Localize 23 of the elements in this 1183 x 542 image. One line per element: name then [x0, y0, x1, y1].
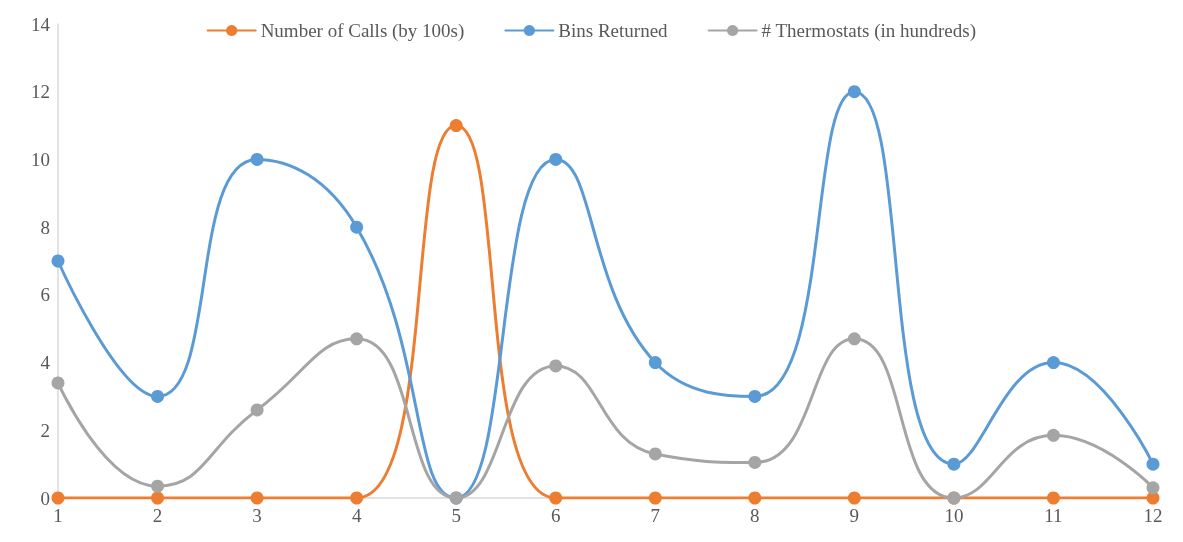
y-tick-label: 0	[40, 487, 50, 509]
y-tick-label: 2	[40, 419, 50, 441]
legend-label: # Thermostats (in hundreds)	[761, 20, 977, 42]
x-tick-label: 7	[650, 505, 661, 526]
x-tick-label: 4	[351, 505, 362, 526]
x-tick-label: 3	[252, 505, 262, 526]
y-tick-label: 10	[31, 148, 50, 170]
x-tick-label: 12	[1143, 505, 1163, 526]
x-tick-label: 2	[152, 505, 163, 526]
x-tick-label: 8	[750, 505, 760, 526]
legend-label: Bins Returned	[558, 20, 669, 41]
x-tick-label: 6	[550, 505, 561, 526]
y-tick-label: 12	[31, 81, 50, 103]
x-tick-label: 5	[451, 505, 461, 526]
legend-label: Number of Calls (by 100s)	[260, 20, 465, 42]
y-tick-label: 4	[40, 352, 51, 374]
x-tick-label: 11	[1044, 505, 1063, 526]
x-tick-label: 10	[944, 505, 964, 526]
y-tick-label: 8	[40, 216, 50, 238]
y-tick-label: 6	[40, 284, 50, 306]
x-tick-label: 9	[849, 505, 860, 526]
x-tick-label: 1	[53, 505, 63, 526]
y-tick-label: 14	[31, 13, 51, 35]
